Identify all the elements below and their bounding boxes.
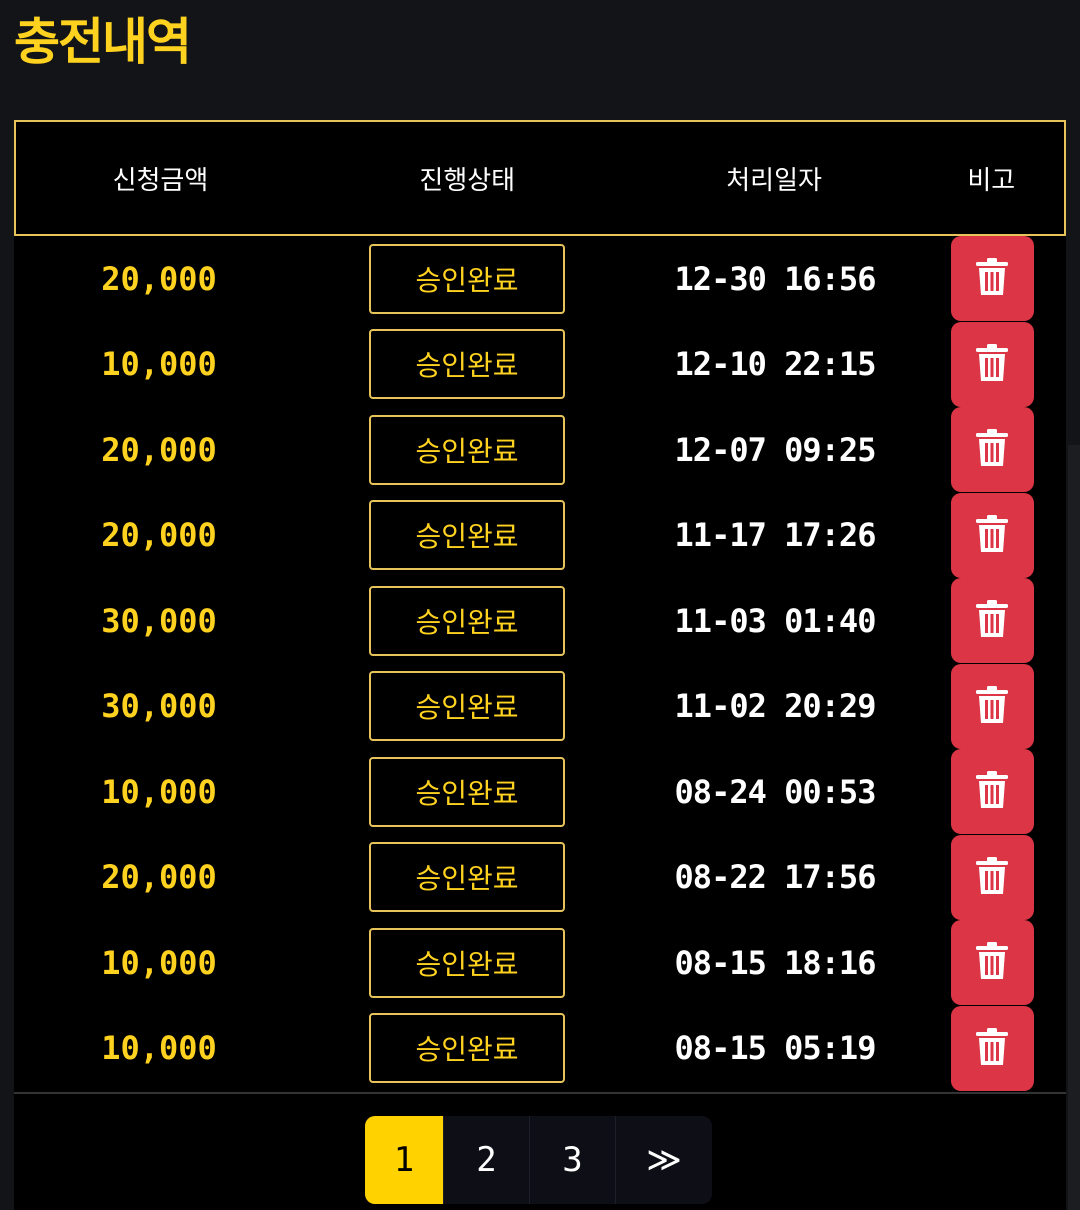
amount: 30,000 — [101, 687, 217, 726]
amount: 20,000 — [101, 516, 217, 555]
header-status: 진행상태 — [419, 165, 516, 196]
header-amount: 신청금액 — [112, 165, 209, 196]
charge-history-table: 신청금액 진행상태 처리일자 비고 20,000 승인완료 12-30 16:5… — [14, 120, 1066, 1210]
trash-icon — [974, 599, 1010, 642]
trash-icon — [974, 856, 1010, 899]
delete-button[interactable] — [950, 749, 1034, 835]
processed-date: 08-15 05:19 — [674, 1029, 877, 1068]
header-note: 비고 — [967, 165, 1016, 196]
delete-button[interactable] — [950, 492, 1034, 578]
processed-date: 12-10 22:15 — [674, 345, 877, 384]
trash-icon — [974, 343, 1010, 386]
status-badge: 승인완료 — [369, 756, 565, 827]
amount: 30,000 — [101, 601, 217, 640]
processed-date: 11-03 01:40 — [674, 601, 877, 640]
amount: 20,000 — [101, 858, 217, 897]
status-badge: 승인완료 — [369, 500, 565, 571]
table-row: 30,000 승인완료 11-03 01:40 — [14, 578, 1066, 664]
next-pages-button[interactable]: ≫ — [646, 1140, 682, 1180]
scrollbar[interactable] — [1068, 445, 1080, 1210]
trash-icon — [974, 428, 1010, 471]
status-badge: 승인완료 — [369, 927, 565, 998]
delete-button[interactable] — [950, 578, 1034, 664]
page-2-button[interactable]: 2 — [444, 1116, 530, 1204]
processed-date: 11-17 17:26 — [674, 516, 877, 555]
processed-date: 08-22 17:56 — [674, 858, 877, 897]
table-footer-divider — [14, 1092, 1066, 1094]
status-badge: 승인완료 — [369, 243, 565, 314]
table-row: 20,000 승인완료 11-17 17:26 — [14, 492, 1066, 579]
processed-date: 12-30 16:56 — [674, 259, 877, 298]
amount: 10,000 — [101, 772, 217, 811]
status-badge: 승인완료 — [369, 414, 565, 485]
status-badge: 승인완료 — [369, 329, 565, 400]
trash-icon — [974, 1027, 1010, 1070]
header-date: 처리일자 — [726, 165, 822, 196]
processed-date: 12-07 09:25 — [674, 430, 877, 469]
table-row: 20,000 승인완료 12-07 09:25 — [14, 407, 1066, 493]
delete-button[interactable] — [950, 663, 1034, 749]
status-badge: 승인완료 — [369, 671, 565, 742]
amount: 10,000 — [101, 1029, 217, 1068]
processed-date: 11-02 20:29 — [674, 687, 877, 726]
trash-icon — [974, 257, 1010, 300]
pagination: 1 2 3 ≫ — [365, 1116, 712, 1204]
table-row: 30,000 승인완료 11-02 20:29 — [14, 663, 1066, 750]
delete-button[interactable] — [950, 236, 1034, 322]
amount: 10,000 — [101, 345, 217, 384]
table-header: 신청금액 진행상태 처리일자 비고 — [14, 120, 1066, 236]
delete-button[interactable] — [950, 834, 1034, 920]
table-row: 10,000 승인완료 08-24 00:53 — [14, 749, 1066, 835]
delete-button[interactable] — [950, 321, 1034, 407]
table-row: 10,000 승인완료 08-15 05:19 — [14, 1005, 1066, 1092]
trash-icon — [974, 770, 1010, 813]
trash-icon — [974, 514, 1010, 557]
amount: 20,000 — [101, 430, 217, 469]
status-badge: 승인완료 — [369, 585, 565, 656]
table-row: 10,000 승인완료 12-10 22:15 — [14, 321, 1066, 408]
amount: 20,000 — [101, 259, 217, 298]
delete-button[interactable] — [950, 920, 1034, 1006]
processed-date: 08-24 00:53 — [674, 772, 877, 811]
delete-button[interactable] — [950, 1005, 1034, 1091]
table-row: 10,000 승인완료 08-15 18:16 — [14, 920, 1066, 1006]
page-title: 충전내역 — [14, 13, 192, 71]
page-1-button[interactable]: 1 — [365, 1116, 444, 1204]
table-row: 20,000 승인완료 12-30 16:56 — [14, 236, 1066, 322]
status-badge: 승인완료 — [369, 1013, 565, 1084]
trash-icon — [974, 941, 1010, 984]
page-3-button[interactable]: 3 — [530, 1116, 616, 1204]
status-badge: 승인완료 — [369, 842, 565, 913]
delete-button[interactable] — [950, 407, 1034, 493]
amount: 10,000 — [101, 943, 217, 982]
table-row: 20,000 승인완료 08-22 17:56 — [14, 834, 1066, 921]
trash-icon — [974, 685, 1010, 728]
processed-date: 08-15 18:16 — [674, 943, 877, 982]
